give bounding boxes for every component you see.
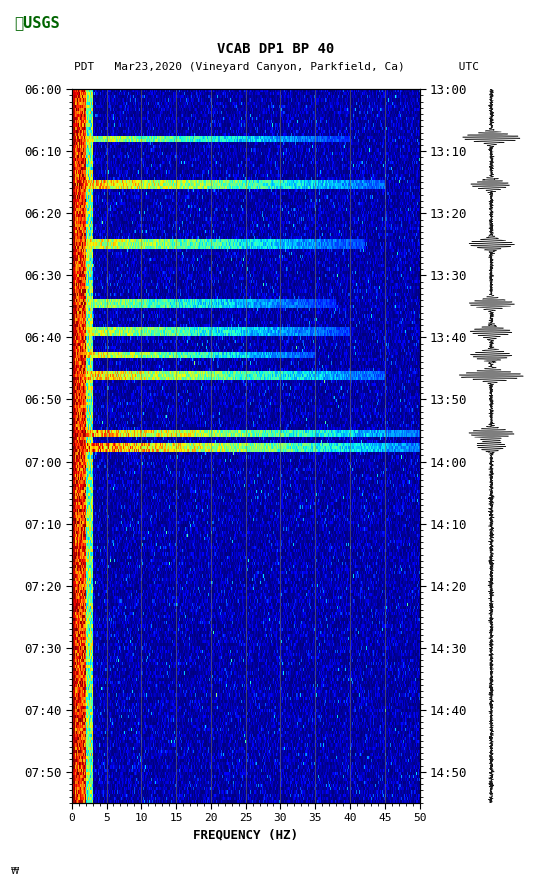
X-axis label: FREQUENCY (HZ): FREQUENCY (HZ) [193, 829, 298, 842]
Text: PDT   Mar23,2020 (Vineyard Canyon, Parkfield, Ca)        UTC: PDT Mar23,2020 (Vineyard Canyon, Parkfie… [73, 62, 479, 72]
Text: VCAB DP1 BP 40: VCAB DP1 BP 40 [217, 42, 335, 56]
Text: ⊿USGS: ⊿USGS [14, 15, 60, 29]
Text: ₩: ₩ [11, 867, 19, 876]
